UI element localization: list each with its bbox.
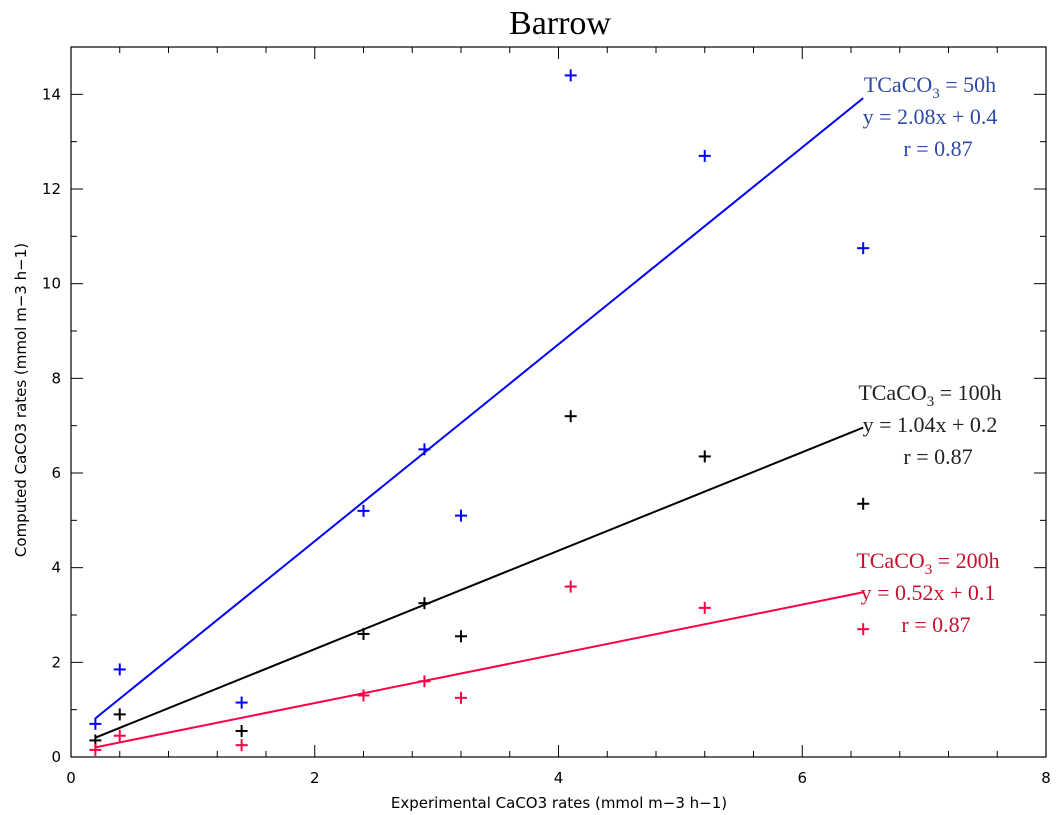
data-points bbox=[89, 69, 870, 756]
annotation-suffix: = 50h bbox=[940, 72, 996, 97]
annotation-equation: y = 1.04x + 0.2 bbox=[863, 412, 998, 437]
annotation-r: r = 0.87 bbox=[901, 612, 970, 637]
annotation-prefix: TCaCO bbox=[856, 548, 924, 573]
data-point bbox=[235, 724, 248, 737]
data-point bbox=[455, 509, 467, 522]
chart-title: Barrow bbox=[509, 5, 611, 42]
data-point bbox=[857, 242, 870, 255]
annotation-line1: TCaCO3 = 200h bbox=[856, 548, 999, 578]
data-point bbox=[235, 739, 248, 752]
x-axis-label: Experimental CaCO3 rates (mmol m−3 h−1) bbox=[391, 794, 727, 812]
data-point bbox=[418, 443, 431, 456]
data-point bbox=[698, 450, 711, 463]
annotation-line1: TCaCO3 = 100h bbox=[858, 380, 1001, 410]
data-point bbox=[857, 497, 870, 510]
annotation-equation: y = 0.52x + 0.1 bbox=[861, 580, 996, 605]
fit-lines bbox=[94, 97, 864, 749]
annotation-r: r = 0.87 bbox=[903, 136, 972, 161]
data-point bbox=[418, 675, 431, 688]
x-tick-label: 4 bbox=[554, 769, 564, 787]
data-point bbox=[235, 696, 248, 709]
annotation-subscript: 3 bbox=[932, 86, 940, 102]
data-point bbox=[455, 691, 467, 704]
data-point bbox=[113, 708, 126, 721]
y-tick-label: 2 bbox=[51, 653, 61, 671]
y-tick-label: 6 bbox=[51, 464, 61, 482]
annotation-prefix: TCaCO bbox=[864, 72, 932, 97]
annotation-suffix: = 200h bbox=[932, 548, 999, 573]
data-point bbox=[564, 410, 577, 423]
annotation-equation: y = 2.08x + 0.4 bbox=[863, 104, 998, 129]
data-point bbox=[357, 689, 370, 702]
annotation-r: r = 0.87 bbox=[903, 444, 972, 469]
data-point bbox=[357, 504, 370, 517]
y-tick-label: 14 bbox=[42, 85, 61, 103]
plot-axes bbox=[70, 46, 1047, 758]
annotation-suffix: = 100h bbox=[934, 380, 1001, 405]
data-point bbox=[698, 149, 711, 162]
x-tick-label: 8 bbox=[1041, 769, 1051, 787]
data-point bbox=[698, 601, 711, 614]
data-point bbox=[113, 663, 126, 676]
y-tick-label: 8 bbox=[51, 369, 61, 387]
y-tick-label: 4 bbox=[51, 559, 61, 577]
x-tick-label: 0 bbox=[66, 769, 76, 787]
y-tick-label: 0 bbox=[51, 748, 61, 766]
y-tick-label: 10 bbox=[42, 275, 61, 293]
tick-labels: 0 2 4 6 8 0 2 4 6 8 10 12 14 bbox=[42, 85, 1051, 787]
fit-line-2 bbox=[95, 591, 864, 749]
data-point bbox=[857, 623, 870, 636]
data-point bbox=[113, 729, 126, 742]
data-point bbox=[89, 743, 102, 756]
annotation-subscript: 3 bbox=[927, 394, 935, 410]
x-tick-label: 6 bbox=[797, 769, 807, 787]
data-point bbox=[455, 630, 467, 643]
fit-line-0 bbox=[94, 97, 864, 720]
x-tick-label: 2 bbox=[310, 769, 320, 787]
data-point bbox=[89, 717, 102, 730]
y-tick-label: 12 bbox=[42, 180, 61, 198]
annotation-prefix: TCaCO bbox=[858, 380, 926, 405]
data-point bbox=[564, 69, 577, 82]
data-point bbox=[418, 597, 431, 610]
data-point bbox=[564, 580, 577, 593]
annotation-subscript: 3 bbox=[925, 562, 933, 578]
y-axis-label: Computed CaCO3 rates (mmol m−3 h−1) bbox=[12, 243, 30, 557]
annotation-line1: TCaCO3 = 50h bbox=[864, 72, 996, 102]
data-point bbox=[357, 627, 370, 640]
fit-line-1 bbox=[95, 426, 864, 739]
